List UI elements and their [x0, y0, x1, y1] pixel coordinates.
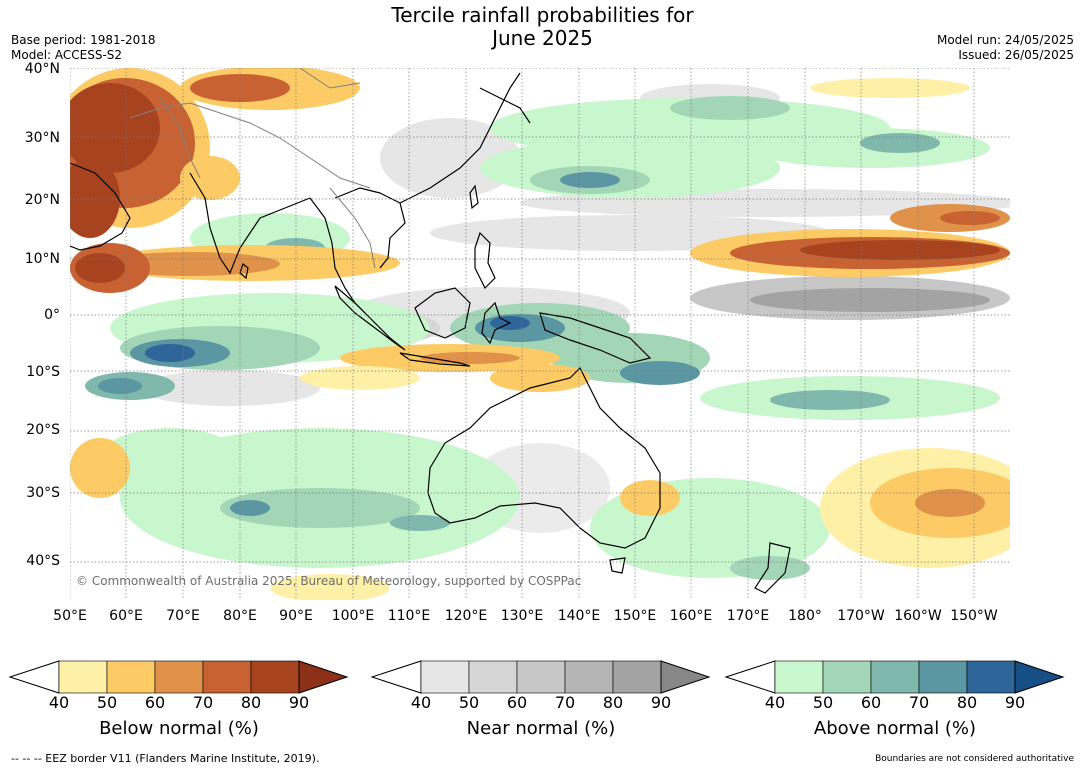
below-tick: 60: [144, 693, 166, 712]
title-line-1: Tercile rainfall probabilities for: [391, 3, 694, 27]
above-normal-regions: [85, 96, 1000, 580]
issued-date: Issued: 26/05/2025: [958, 48, 1074, 62]
lat-label: 40°S: [26, 553, 60, 569]
lon-label: 80°E: [223, 608, 257, 624]
near-tick: 60: [506, 693, 528, 712]
above-tick: 40: [764, 693, 786, 712]
colorbar-swatch: [918, 660, 968, 694]
colorbar-above-svg: [724, 660, 1065, 694]
lon-label: 160°W: [894, 608, 942, 624]
lon-label: 150°W: [950, 608, 998, 624]
lon-label: 50°E: [53, 608, 87, 624]
lon-label: 130°E: [500, 608, 544, 624]
above-normal-title: Above normal (%): [813, 718, 977, 739]
below-tick: 40: [48, 693, 70, 712]
colorbar-swatch: [250, 660, 300, 694]
title-line-2: June 2025: [492, 26, 593, 50]
near-tick: 40: [410, 693, 432, 712]
above-tick: 70: [908, 693, 930, 712]
colorbar-swatch: [516, 660, 566, 694]
lon-label: 150°E: [613, 608, 657, 624]
boundary-disclaimer: Boundaries are not considered authoritat…: [875, 754, 1074, 764]
lon-label: 60°E: [109, 608, 143, 624]
below-tick: 50: [96, 693, 118, 712]
lon-label: 100°E: [331, 608, 375, 624]
lat-label: 10°S: [26, 364, 60, 380]
near-normal-title: Near normal (%): [466, 718, 616, 739]
near-tick: 90: [650, 693, 672, 712]
colorbar-above-normal: [724, 660, 1065, 694]
coastlines: [70, 72, 791, 594]
model-run: Model run: 24/05/2025: [936, 33, 1074, 47]
colorbar-swatch: [202, 660, 252, 694]
colorbar-swatch: [564, 660, 614, 694]
lon-label: 120°E: [444, 608, 488, 624]
lon-label: 90°E: [279, 608, 313, 624]
lon-label: 180°: [788, 608, 822, 624]
country-borders: [129, 68, 376, 269]
base-period: Base period: 1981-2018: [11, 33, 156, 47]
colorbar-swatch: [106, 660, 156, 694]
below-tick: 80: [240, 693, 262, 712]
lat-label: 40°N: [24, 61, 60, 77]
colorbar-swatch: [822, 660, 872, 694]
near-tick: 80: [602, 693, 624, 712]
eez-note: -- -- -- EEZ border V11 (Flanders Marine…: [11, 752, 320, 765]
colorbar-swatch: [420, 660, 470, 694]
colorbar-swatch: [1014, 660, 1065, 694]
above-tick: 50: [812, 693, 834, 712]
colorbar-swatch: [660, 660, 711, 694]
lon-label: 140°E: [557, 608, 601, 624]
above-tick: 90: [1004, 693, 1026, 712]
colorbar-swatch: [58, 660, 108, 694]
below-normal-title: Below normal (%): [99, 718, 259, 739]
colorbar-swatch: [154, 660, 204, 694]
colorbar-swatch: [468, 660, 518, 694]
lon-label: 110°E: [387, 608, 431, 624]
meta-right: Model run: 24/05/2025 Issued: 26/05/2025: [937, 33, 1074, 63]
colorbar-swatch: [298, 660, 349, 694]
gridlines: [70, 68, 1010, 600]
lat-label: 10°N: [24, 251, 60, 267]
colorbar-swatch: [870, 660, 920, 694]
below-tick: 90: [288, 693, 310, 712]
lat-label: 20°S: [26, 422, 60, 438]
lon-label: 170°E: [726, 608, 770, 624]
lat-label: 30°S: [26, 485, 60, 501]
lat-label: 20°N: [24, 192, 60, 208]
colorbar-below-svg: [8, 660, 349, 694]
below-tick: 70: [192, 693, 214, 712]
colorbar-near-svg: [370, 660, 711, 694]
meta-left: Base period: 1981-2018 Model: ACCESS-S2: [11, 33, 156, 63]
map-svg: [70, 68, 1010, 600]
lon-label: 170°W: [837, 608, 885, 624]
copyright-credit: © Commonwealth of Australia 2025, Bureau…: [76, 574, 582, 588]
lat-label: 30°N: [24, 130, 60, 146]
near-tick: 50: [458, 693, 480, 712]
colorbar-near-normal: [370, 660, 711, 694]
above-tick: 80: [956, 693, 978, 712]
lat-label: 0°: [44, 307, 60, 323]
lon-label: 70°E: [166, 608, 200, 624]
near-tick: 70: [554, 693, 576, 712]
colorbar-below-normal: [8, 660, 349, 694]
lon-label: 160°E: [669, 608, 713, 624]
chart-title: Tercile rainfall probabilities for June …: [0, 4, 1085, 50]
above-tick: 60: [860, 693, 882, 712]
model-name: Model: ACCESS-S2: [11, 48, 123, 62]
rainfall-map: © Commonwealth of Australia 2025, Bureau…: [70, 68, 1010, 600]
colorbar-swatch: [612, 660, 662, 694]
below-normal-regions: [70, 68, 1010, 600]
colorbar-swatch: [966, 660, 1016, 694]
colorbar-swatch: [774, 660, 824, 694]
